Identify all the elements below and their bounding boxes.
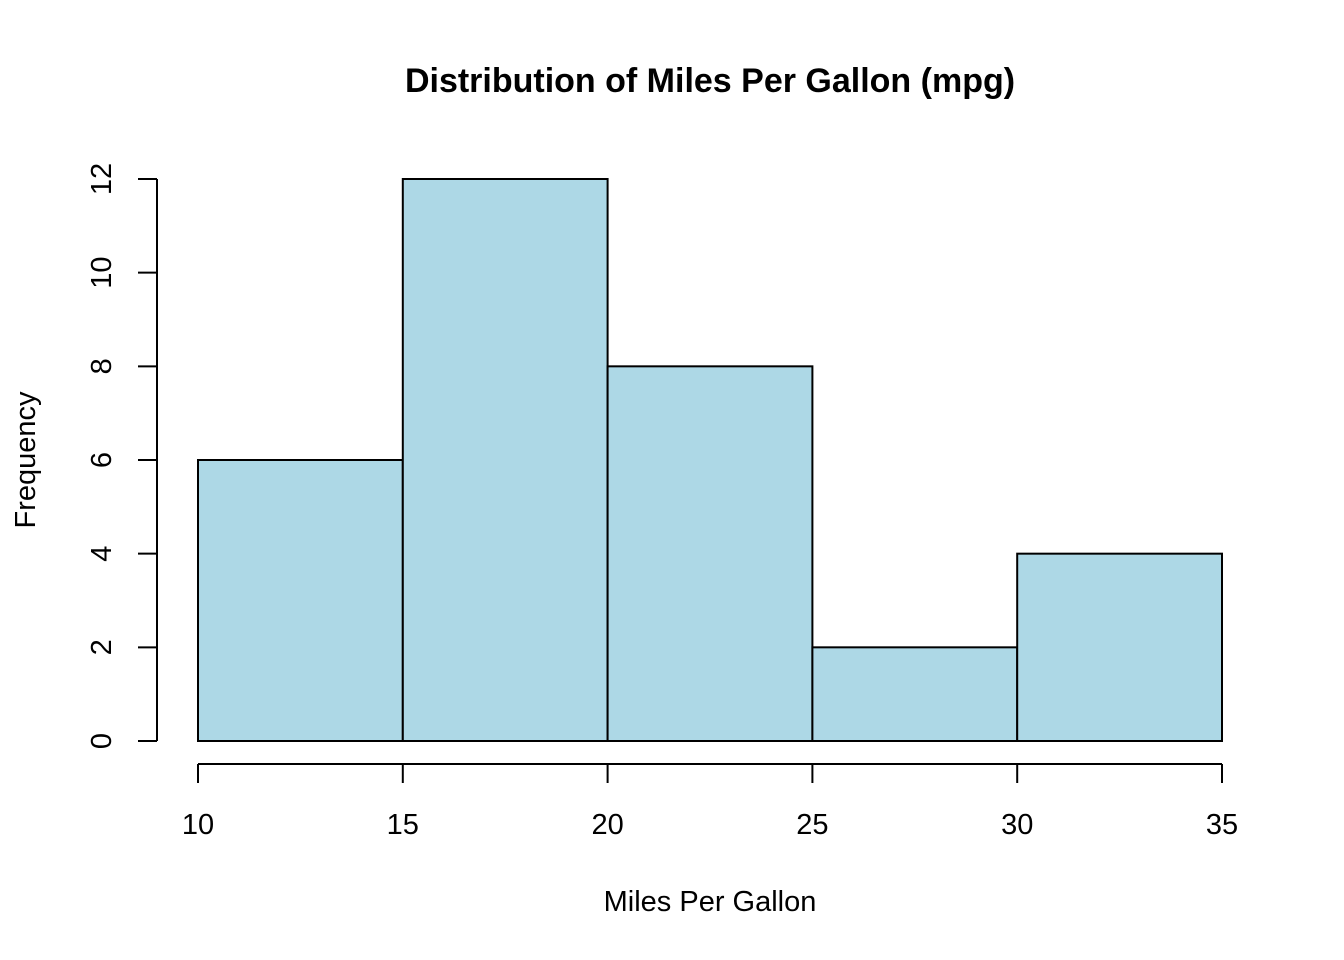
x-tick-label: 30: [1001, 809, 1033, 841]
chart-title: Distribution of Miles Per Gallon (mpg): [405, 62, 1015, 100]
histogram-bar: [197, 459, 404, 742]
x-tick-label: 25: [796, 809, 828, 841]
x-tick-label: 35: [1206, 809, 1238, 841]
y-tick-label: 2: [86, 639, 118, 655]
histogram-bar: [401, 178, 609, 742]
y-axis-label: Frequency: [10, 391, 42, 529]
x-tick-label: 15: [387, 809, 419, 841]
y-tick-label: 4: [86, 546, 118, 562]
bars: [197, 178, 1224, 743]
histogram-bar: [1016, 552, 1224, 743]
x-tick-label: 10: [182, 809, 214, 841]
x-axis: 10 15 20 25 30 35: [182, 763, 1238, 841]
y-tick-label: 10: [86, 257, 118, 289]
x-tick-label: 20: [591, 809, 623, 841]
y-tick-label: 12: [86, 163, 118, 195]
y-tick-label: 0: [86, 733, 118, 749]
y-tick-label: 6: [86, 452, 118, 468]
histogram-bar: [811, 646, 1019, 742]
x-axis-label: Miles Per Gallon: [604, 886, 817, 918]
histogram-bar: [606, 365, 814, 742]
y-axis: 0 2 4 6 8 10 12: [86, 163, 158, 749]
y-tick-label: 8: [86, 358, 118, 374]
